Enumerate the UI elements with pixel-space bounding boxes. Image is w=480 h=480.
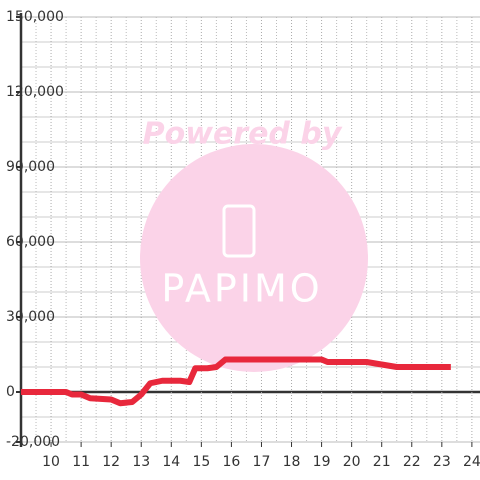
watermark-circle bbox=[140, 144, 368, 372]
x-tick-label: 21 bbox=[373, 454, 391, 470]
x-tick-label: 24 bbox=[463, 454, 480, 470]
x-tick-label: 15 bbox=[192, 454, 210, 470]
x-tick-label: 18 bbox=[283, 454, 301, 470]
x-tick-label: 20 bbox=[343, 454, 361, 470]
watermark: PAPIMO Powered by bbox=[140, 117, 368, 372]
x-tick-label: 17 bbox=[253, 454, 271, 470]
x-tick-label: 14 bbox=[162, 454, 180, 470]
x-tick-label: 11 bbox=[72, 454, 90, 470]
x-tick-label: 19 bbox=[313, 454, 331, 470]
phone-icon bbox=[222, 204, 256, 258]
x-tick-label: 22 bbox=[403, 454, 421, 470]
data-line bbox=[21, 356, 451, 407]
y-tick-label: 30,000 bbox=[6, 309, 55, 325]
x-tick-label: 13 bbox=[132, 454, 150, 470]
x-tick-label: 16 bbox=[222, 454, 240, 470]
y-tick-label: 120,000 bbox=[6, 84, 64, 100]
y-tick-label: -20,000 bbox=[6, 434, 60, 450]
y-tick-label: 150,000 bbox=[6, 9, 64, 25]
y-tick-label: 90,000 bbox=[6, 159, 55, 175]
y-tick-label: 60,000 bbox=[6, 234, 55, 250]
x-tick-label: 23 bbox=[433, 454, 451, 470]
x-tick-label: 10 bbox=[42, 454, 60, 470]
watermark-logo: PAPIMO bbox=[161, 267, 322, 311]
watermark-caption: Powered by bbox=[143, 117, 343, 152]
x-tick-label: 12 bbox=[102, 454, 120, 470]
y-tick-label: 0 bbox=[6, 384, 15, 400]
